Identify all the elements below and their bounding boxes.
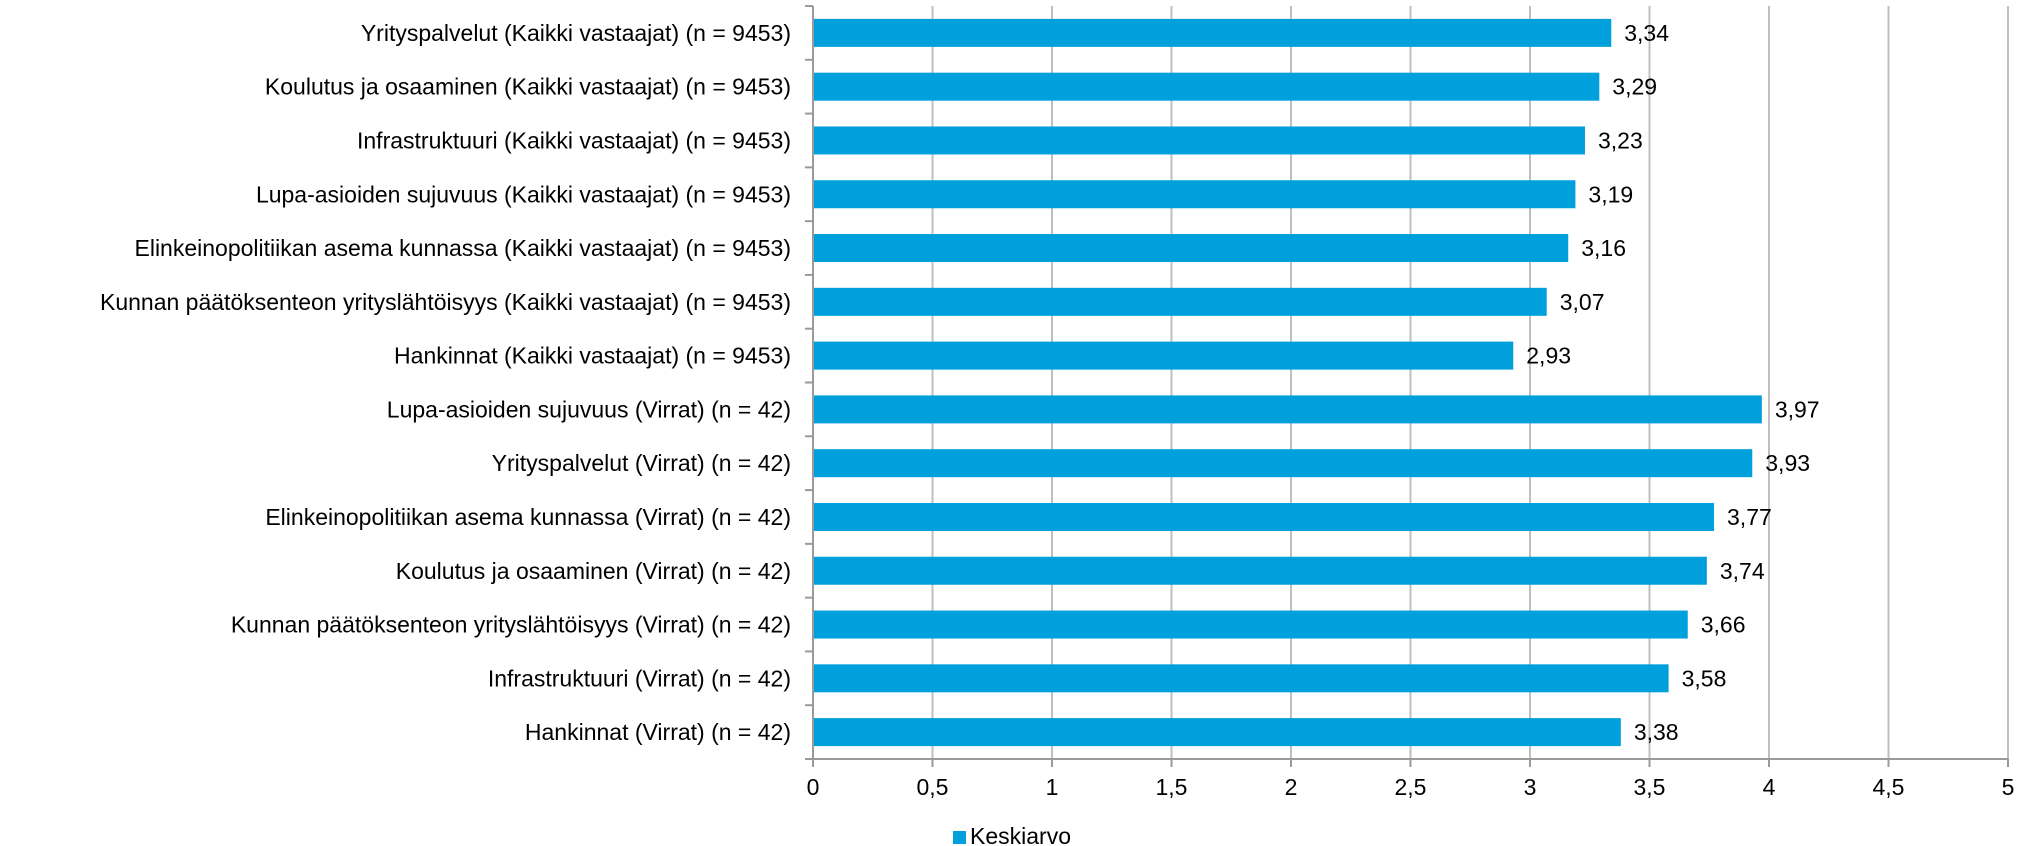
x-tick-label: 3,5 — [1634, 774, 1666, 800]
x-tick-label: 0 — [807, 774, 820, 800]
value-label: 3,66 — [1701, 612, 1746, 638]
bar — [813, 126, 1585, 155]
bar — [813, 556, 1707, 585]
value-label: 3,93 — [1765, 450, 1810, 476]
category-label: Elinkeinopolitiikan asema kunnassa (Kaik… — [135, 235, 792, 261]
category-label: Kunnan päätöksenteon yrityslähtöisyys (K… — [100, 289, 791, 315]
bar — [813, 502, 1715, 531]
bar — [813, 180, 1576, 209]
category-label: Lupa-asioiden sujuvuus (Kaikki vastaajat… — [256, 181, 791, 207]
category-label: Lupa-asioiden sujuvuus (Virrat) (n = 42) — [387, 396, 791, 422]
bars — [813, 18, 1762, 747]
value-label: 3,16 — [1581, 235, 1626, 261]
category-label: Elinkeinopolitiikan asema kunnassa (Virr… — [265, 504, 791, 530]
bar — [813, 287, 1547, 316]
legend-swatch — [953, 831, 966, 844]
x-tick-label: 0,5 — [917, 774, 949, 800]
x-tick-label: 3 — [1524, 774, 1537, 800]
category-label: Yrityspalvelut (Virrat) (n = 42) — [492, 450, 791, 476]
value-label: 3,07 — [1560, 289, 1605, 315]
x-tick-label: 2 — [1285, 774, 1298, 800]
value-label: 3,34 — [1624, 20, 1669, 46]
value-label: 3,74 — [1720, 558, 1765, 584]
x-tick-label: 2,5 — [1395, 774, 1427, 800]
value-label: 3,38 — [1634, 719, 1679, 745]
value-label: 3,58 — [1682, 665, 1727, 691]
bar — [813, 610, 1688, 639]
bar — [813, 18, 1612, 47]
gridlines — [931, 6, 2009, 759]
bar — [813, 234, 1569, 263]
value-label: 3,97 — [1775, 396, 1820, 422]
value-label: 2,93 — [1526, 343, 1571, 369]
category-label: Kunnan päätöksenteon yrityslähtöisyys (V… — [231, 612, 791, 638]
value-label: 3,23 — [1598, 127, 1643, 153]
bar — [813, 72, 1600, 101]
bar — [813, 395, 1762, 424]
x-tick-label: 1 — [1046, 774, 1059, 800]
category-label: Koulutus ja osaaminen (Virrat) (n = 42) — [396, 558, 791, 584]
legend-label: Keskiarvo — [970, 823, 1071, 846]
bar — [813, 449, 1753, 478]
category-label: Hankinnat (Virrat) (n = 42) — [525, 719, 791, 745]
x-tick-label: 1,5 — [1156, 774, 1188, 800]
labels: 0 0,5 1 1,5 2 2,5 3 3,5 4 4,5 5 Yrityspalvelut (Kai… — [100, 20, 2014, 800]
value-label: 3,19 — [1588, 181, 1633, 207]
axes — [805, 5, 2009, 767]
bar — [813, 718, 1621, 747]
bar — [813, 341, 1514, 370]
value-label: 3,77 — [1727, 504, 1772, 530]
x-tick-label: 5 — [2002, 774, 2015, 800]
bar — [813, 664, 1669, 693]
value-label: 3,29 — [1612, 74, 1657, 100]
x-tick-label: 4 — [1763, 774, 1776, 800]
category-label: Yrityspalvelut (Kaikki vastaajat) (n = 9… — [361, 20, 791, 46]
category-label: Hankinnat (Kaikki vastaajat) (n = 9453) — [394, 343, 791, 369]
category-label: Koulutus ja osaaminen (Kaikki vastaajat)… — [265, 74, 791, 100]
x-tick-label: 4,5 — [1873, 774, 1905, 800]
category-label: Infrastruktuuri (Virrat) (n = 42) — [488, 665, 791, 691]
legend: Keskiarvo — [953, 823, 1071, 846]
category-label: Infrastruktuuri (Kaikki vastaajat) (n = … — [357, 127, 791, 153]
